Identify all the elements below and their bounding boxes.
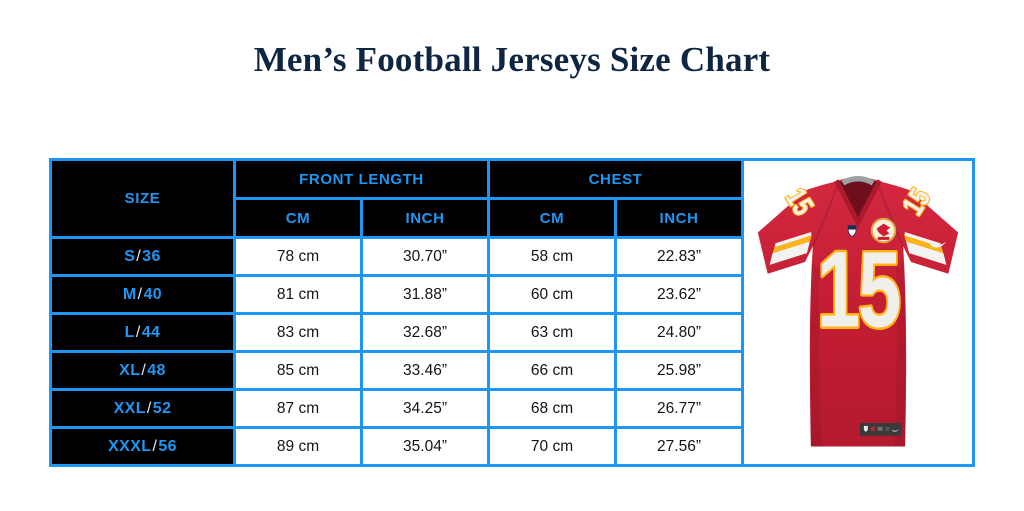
chest-inch-value: 22.83” (614, 236, 745, 277)
front-length-cm-value: 87 cm (233, 388, 363, 429)
size-chart-table: SIZE FRONT LENGTH CHEST (49, 158, 976, 467)
size-row-m: M/40 81 cm 31.88” 60 cm 23.62” (49, 274, 974, 315)
chest-inch-value: 23.62” (614, 274, 745, 315)
front-length-cm-value: 89 cm (233, 426, 363, 467)
front-length-inch-value: 31.88” (359, 274, 491, 315)
unit-header-chest-inch: INCH (614, 197, 745, 239)
slash-separator: / (152, 437, 158, 455)
size-row-xl: XL/48 85 cm 33.46” 66 cm 25.98” (49, 350, 974, 391)
team-patch-icon (870, 217, 897, 243)
size-row-l: L/44 83 cm 32.68” 63 cm 24.80” (49, 312, 974, 353)
header-group-row: SIZE FRONT LENGTH CHEST (49, 158, 976, 467)
slash-separator: / (136, 247, 142, 265)
size-column-header: SIZE (49, 158, 236, 239)
size-row-xxxl: XXXL/56 89 cm 35.04” 70 cm 27.56” (49, 426, 974, 467)
chest-inch-value: 26.77” (614, 388, 745, 429)
size-label: XXL/52 (49, 388, 236, 429)
chest-inch-value: 25.98” (614, 350, 745, 391)
nike-swoosh-icon (930, 240, 947, 248)
unit-header-front-inch: INCH (359, 197, 491, 239)
front-length-inch-value: 34.25” (359, 388, 491, 429)
slash-separator: / (137, 285, 143, 303)
chest-cm-value: 66 cm (487, 350, 618, 391)
size-row-xxl: XXL/52 87 cm 34.25” 68 cm 26.77” (49, 388, 974, 429)
size-label: L/44 (49, 312, 236, 353)
unit-header-chest-cm: CM (487, 197, 618, 239)
chest-cm-value: 70 cm (487, 426, 618, 467)
header-unit-row: CM INCH CM INCH (51, 197, 974, 239)
size-label: M/40 (49, 274, 236, 315)
jersey-image: 15 15 15 (744, 169, 972, 457)
front-length-inch-value: 30.70” (359, 236, 491, 277)
slash-separator: / (141, 361, 147, 379)
left-sleeve-stripes (769, 231, 813, 265)
front-length-inch-value: 33.46” (359, 350, 491, 391)
size-label: XL/48 (49, 350, 236, 391)
chest-cm-value: 68 cm (487, 388, 618, 429)
jersey-number: 15 (815, 227, 904, 352)
nfl-shield-icon (847, 224, 857, 237)
unit-header-front-cm: CM (233, 197, 363, 239)
front-length-inch-value: 32.68” (359, 312, 491, 353)
chest-cm-value: 60 cm (487, 274, 618, 315)
right-sleeve-stripes (903, 231, 947, 265)
jock-tag (859, 422, 902, 436)
chest-inch-value: 24.80” (614, 312, 745, 353)
chest-cm-value: 58 cm (487, 236, 618, 277)
front-length-cm-value: 85 cm (233, 350, 363, 391)
slash-separator: / (146, 399, 152, 417)
collar-back-tape (841, 175, 875, 185)
front-length-inch-value: 35.04” (359, 426, 491, 467)
size-label: S/36 (49, 236, 236, 277)
page-title: Men’s Football Jerseys Size Chart (253, 40, 771, 79)
front-length-cm-value: 83 cm (233, 312, 363, 353)
slash-separator: / (135, 323, 141, 341)
size-label: XXXL/56 (49, 426, 236, 467)
svg-text:15: 15 (817, 229, 899, 350)
football-jersey-graphic: 15 15 15 (757, 175, 959, 447)
chest-inch-value: 27.56” (614, 426, 745, 467)
jersey-image-cell: 15 15 15 (741, 158, 976, 467)
v-neck-collar (838, 180, 878, 221)
chest-header: CHEST (487, 158, 745, 200)
chest-cm-value: 63 cm (487, 312, 618, 353)
size-row-s: S/36 78 cm 30.70” 58 cm 22.83” (49, 236, 974, 277)
front-length-cm-value: 81 cm (233, 274, 363, 315)
front-length-cm-value: 78 cm (233, 236, 363, 277)
front-length-header: FRONT LENGTH (232, 158, 491, 200)
